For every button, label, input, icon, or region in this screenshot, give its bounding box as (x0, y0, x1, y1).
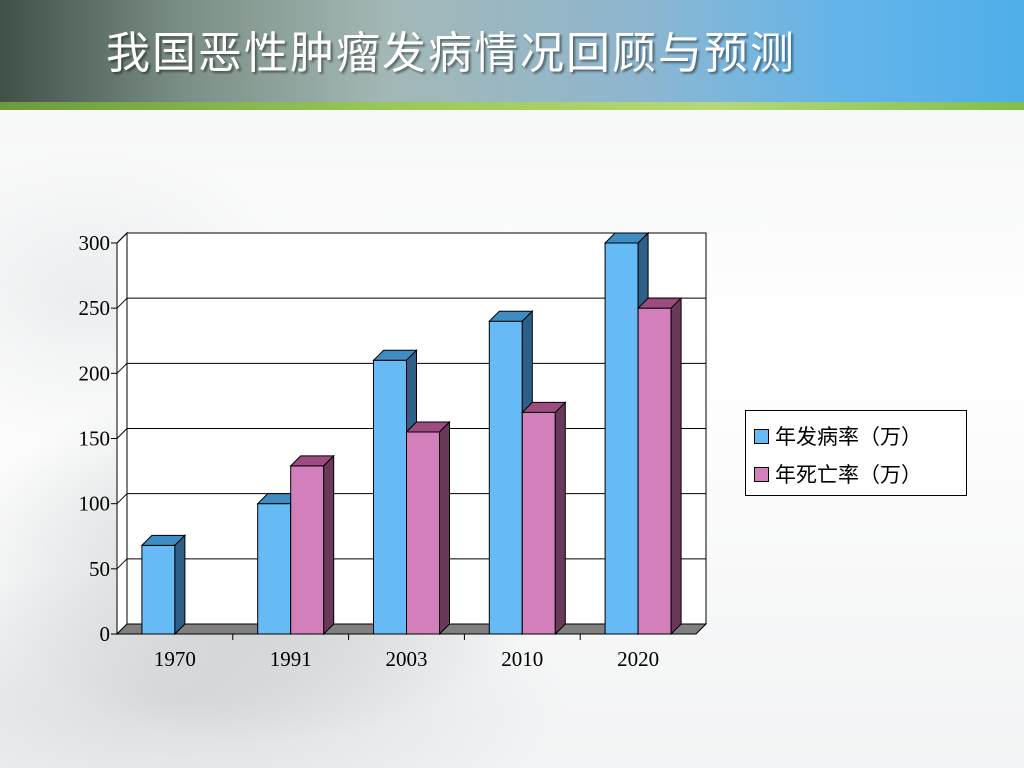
gridline-side (116, 558, 128, 570)
bar-front-mortality-1991 (290, 465, 325, 635)
chart-legend: 年发病率（万） 年死亡率（万） (745, 410, 967, 496)
legend-label-mortality: 年死亡率（万） (775, 463, 922, 487)
bar-side-mortality-2003 (439, 420, 450, 636)
gridline-side (116, 493, 128, 505)
x-tick-label-1970: 1970 (154, 647, 196, 671)
x-tick-label-2003: 2003 (386, 647, 428, 671)
y-tick-label: 250 (79, 296, 111, 320)
slide-title: 我国恶性肿瘤发病情况回顾与预测 (106, 28, 796, 79)
gridline-side (116, 297, 128, 309)
bars (140, 231, 683, 636)
y-tick-label: 300 (79, 231, 111, 255)
gridline-side (116, 232, 128, 244)
bar-mortality-2010 (521, 401, 567, 636)
y-tick-label: 0 (100, 622, 111, 646)
legend-swatch-mortality (754, 466, 769, 482)
y-tick-label: 150 (79, 427, 111, 451)
bar-front-incidence-2003 (373, 359, 407, 635)
bar-side-mortality-2010 (554, 401, 566, 636)
x-tick-label-2020: 2020 (617, 647, 659, 671)
bar-mortality-1991 (289, 454, 335, 636)
gridline-side (116, 362, 128, 374)
title-banner (0, 0, 1024, 102)
legend-label-incidence: 年发病率（万） (775, 425, 922, 449)
y-tick-label: 50 (89, 557, 110, 581)
bar-front-mortality-2020 (637, 307, 672, 635)
legend-item-mortality: 年死亡率（万） (754, 461, 922, 487)
legend-item-incidence: 年发病率（万） (754, 423, 922, 449)
bar-front-mortality-2010 (521, 411, 556, 635)
bar-front-incidence-2010 (488, 320, 523, 635)
x-tick-label-2010: 2010 (501, 647, 543, 671)
bar-front-incidence-1970 (141, 544, 176, 635)
axis-labels: 0 50 100 150 200 250 300 1970 1991 2003 2010 2020 (79, 231, 660, 671)
bar-side-incidence-1970 (174, 534, 186, 636)
bar-front-mortality-2003 (406, 431, 440, 635)
y-tick-label: 200 (79, 361, 111, 385)
legend-swatch-incidence (754, 428, 769, 444)
bar-side-mortality-1991 (323, 454, 335, 636)
bar-front-incidence-2020 (604, 242, 639, 635)
bar-mortality-2003 (405, 420, 451, 636)
bar-side-mortality-2020 (670, 296, 682, 636)
bar-mortality-2020 (636, 296, 683, 636)
bar-incidence-1970 (140, 534, 187, 636)
bar-front-incidence-1991 (257, 503, 292, 635)
y-tick-label: 100 (79, 492, 111, 516)
x-tick-label-1991: 1991 (270, 647, 312, 671)
gridline-side (116, 428, 128, 439)
banner-accent-strip (0, 102, 1024, 110)
